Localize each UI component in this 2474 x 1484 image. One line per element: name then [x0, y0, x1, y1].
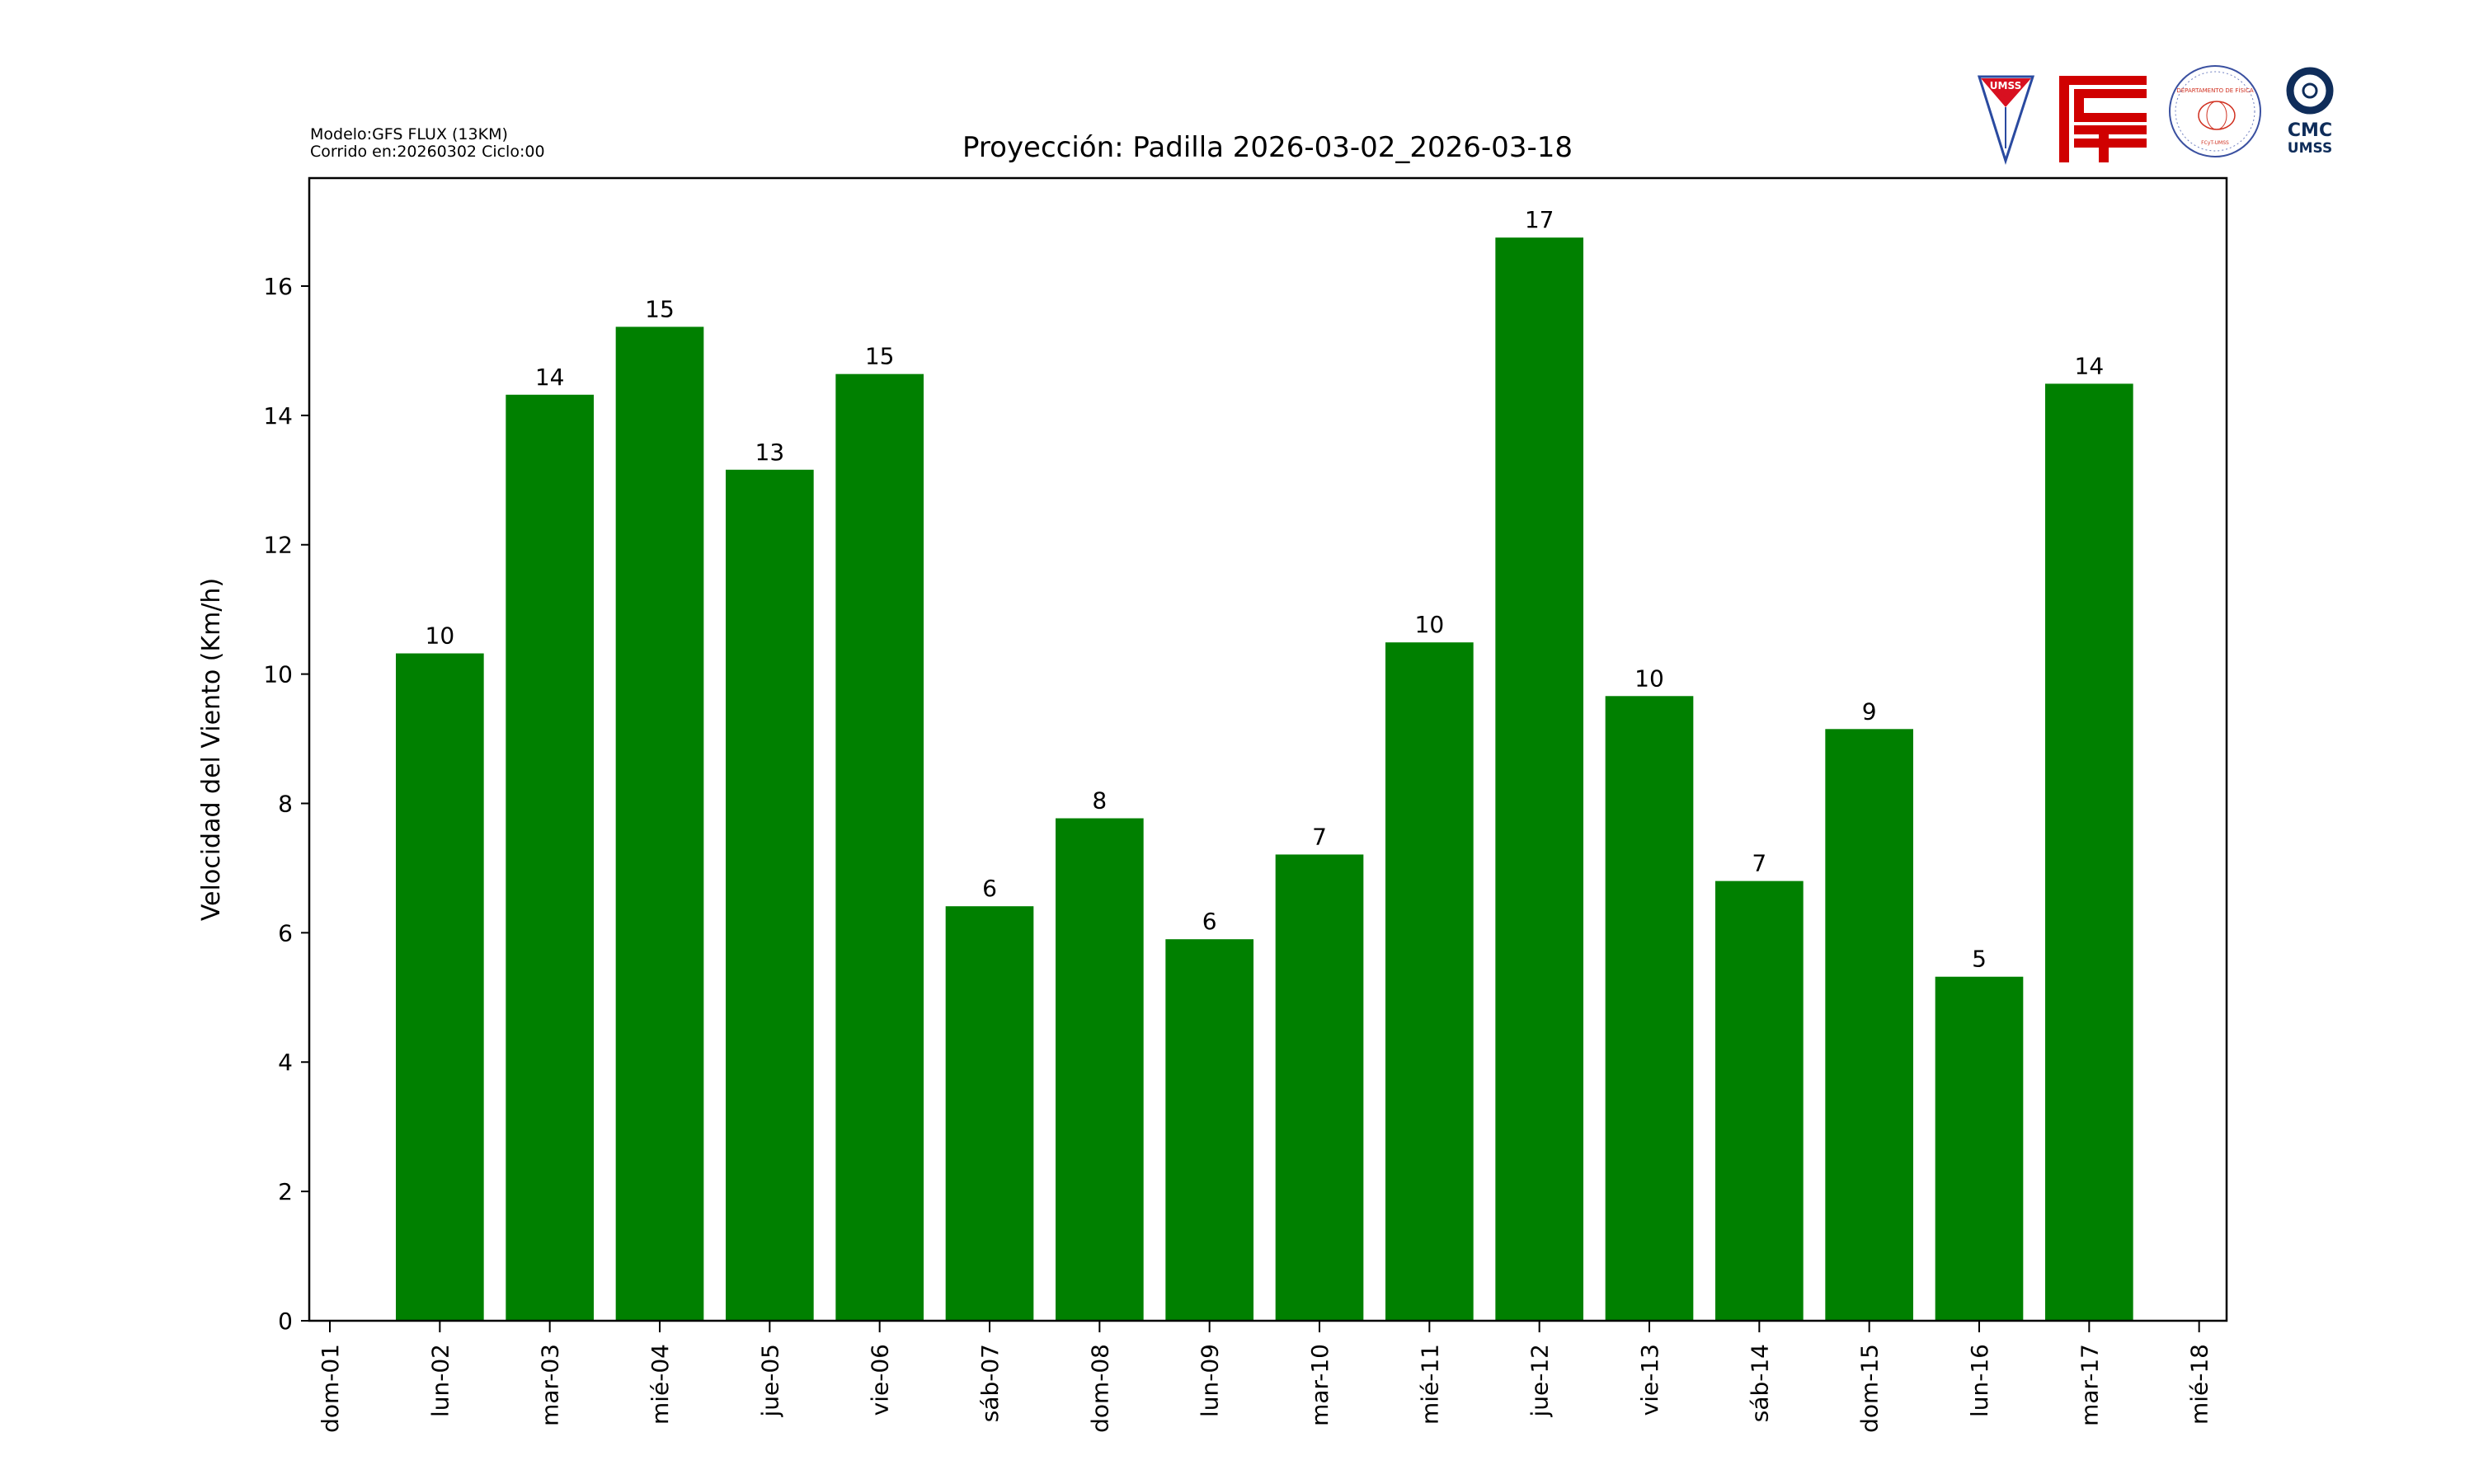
bar-mar-03	[506, 394, 594, 1322]
x-tick-label: sáb-07	[976, 1344, 1004, 1422]
bar-label: 5	[1972, 946, 1987, 973]
bars-group: 10 14 15 13 15 6 8 6 7 10 17 10 7 9 5 14	[396, 206, 2133, 1322]
y-tick-label: 14	[263, 402, 293, 430]
x-tick-label: mar-10	[1306, 1344, 1333, 1426]
y-tick-label: 10	[263, 661, 293, 688]
x-tick-label: vie-13	[1636, 1344, 1663, 1416]
bar-dom-08	[1056, 818, 1144, 1321]
bar-mié-11	[1385, 642, 1474, 1321]
bar-label: 13	[755, 439, 785, 466]
bar-mié-04	[615, 326, 704, 1321]
x-tick-label: mié-04	[647, 1344, 674, 1425]
x-tick-label: mar-03	[537, 1344, 564, 1426]
bar-label: 15	[865, 343, 895, 370]
bar-mar-17	[2045, 383, 2133, 1322]
bar-mar-10	[1275, 854, 1364, 1321]
y-tick-label: 8	[278, 790, 293, 817]
x-tick-label: lun-16	[1966, 1344, 1993, 1417]
y-tick-label: 0	[278, 1308, 293, 1335]
run-info: Corrido en:20260302 Ciclo:00	[310, 143, 545, 161]
bar-label: 15	[645, 295, 675, 322]
bar-label: 17	[1525, 206, 1554, 233]
x-tick-label: lun-09	[1197, 1344, 1224, 1417]
x-axis: dom-01 lun-02 mar-03 mié-04 jue-05 vie-06 sáb-…	[317, 1321, 2213, 1433]
departamento-fisica-logo: DEPARTAMENTO DE FÍSICA FCyT-UMSS	[2169, 65, 2261, 157]
bar-label: 14	[535, 364, 565, 391]
bar-label: 10	[1634, 665, 1664, 692]
x-tick-label: mié-18	[2186, 1344, 2213, 1425]
svg-text:FCyT-UMSS: FCyT-UMSS	[2201, 140, 2229, 146]
y-tick-label: 16	[263, 273, 293, 300]
y-tick-label: 2	[278, 1178, 293, 1205]
x-tick-label: jue-05	[756, 1344, 783, 1417]
bar-label: 14	[2075, 352, 2105, 379]
bar-sáb-07	[945, 906, 1034, 1321]
bar-label: 6	[1202, 908, 1217, 935]
umss-shield-logo: UMSS	[1977, 75, 2035, 165]
axes-frame	[308, 176, 2228, 1322]
x-tick-label: dom-08	[1086, 1344, 1113, 1433]
x-tick-label: sáb-14	[1746, 1344, 1773, 1422]
x-tick-label: jue-12	[1526, 1344, 1554, 1417]
x-tick-label: mié-11	[1416, 1344, 1443, 1425]
svg-text:DEPARTAMENTO DE FÍSICA: DEPARTAMENTO DE FÍSICA	[2176, 87, 2253, 94]
bar-label: 10	[1415, 611, 1445, 638]
bar-label: 7	[1752, 850, 1766, 877]
bar-label: 7	[1312, 823, 1327, 850]
bar-vie-06	[835, 373, 924, 1321]
svg-text:CMC: CMC	[2288, 120, 2332, 141]
bar-label: 6	[982, 875, 997, 902]
x-tick-label: dom-15	[1856, 1344, 1884, 1433]
x-tick-label: vie-06	[867, 1344, 894, 1416]
fcyt-logo	[2059, 76, 2147, 162]
x-tick-label: dom-01	[317, 1344, 344, 1433]
bar-dom-15	[1825, 729, 1913, 1321]
bar-label: 9	[1862, 697, 1877, 725]
bar-jue-12	[1495, 237, 1583, 1322]
y-tick-label: 4	[278, 1049, 293, 1076]
chart-title: Proyección: Padilla 2026-03-02_2026-03-1…	[962, 131, 1573, 164]
bar-jue-05	[726, 469, 814, 1321]
svg-text:UMSS: UMSS	[1990, 80, 2021, 92]
bar-lun-02	[396, 653, 484, 1321]
bar-lun-16	[1935, 976, 2024, 1321]
model-info: Modelo:GFS FLUX (13KM)	[310, 125, 508, 143]
bar-label: 8	[1092, 787, 1107, 815]
y-axis: 0 2 4 6 8 10 12 14 16	[263, 273, 309, 1335]
y-tick-label: 6	[278, 919, 293, 946]
x-tick-label: lun-02	[426, 1344, 454, 1417]
bar-lun-09	[1165, 939, 1253, 1321]
bar-vie-13	[1605, 696, 1694, 1321]
y-tick-label: 12	[263, 532, 293, 559]
bar-label: 10	[426, 622, 455, 650]
y-axis-label: Velocidad del Viento (Km/h)	[197, 578, 226, 921]
bar-sáb-14	[1715, 881, 1804, 1321]
svg-text:UMSS: UMSS	[2288, 140, 2332, 157]
x-tick-label: mar-17	[2076, 1344, 2103, 1426]
cmc-umss-logo: CMC UMSS	[2286, 67, 2334, 157]
